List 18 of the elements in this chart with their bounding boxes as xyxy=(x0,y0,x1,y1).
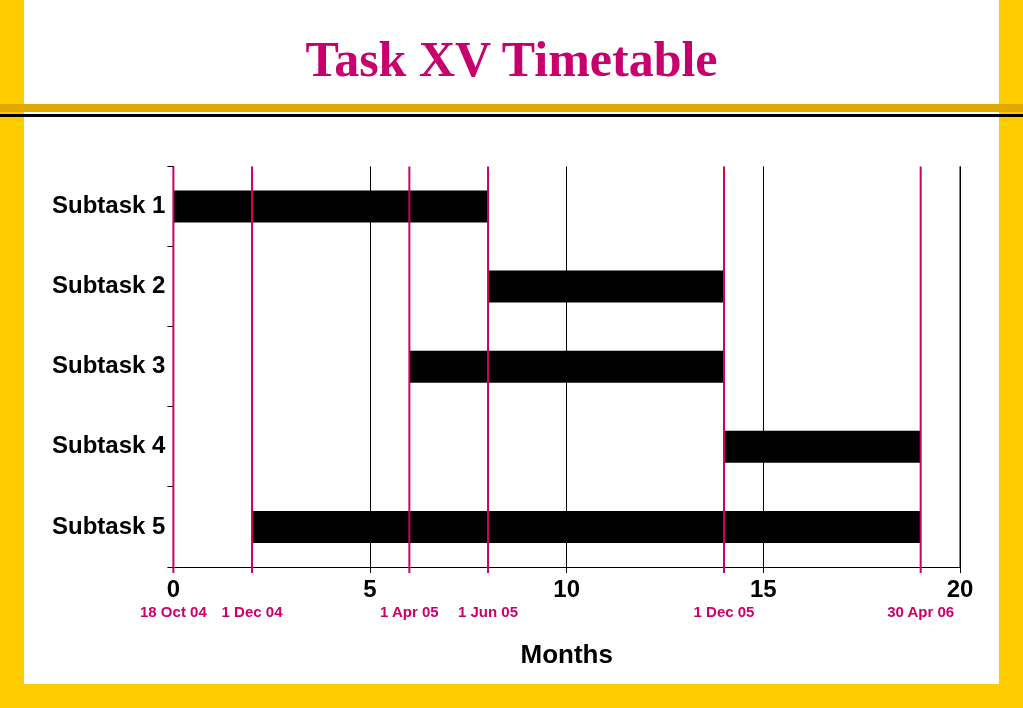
x-tick-label: 10 xyxy=(553,575,581,603)
y-tick-label: Subtask 5 xyxy=(51,511,166,539)
ref-line-label: 1 Apr 05 xyxy=(380,603,439,621)
x-tick-label: 20 xyxy=(946,575,974,603)
ref-line-label: 1 Dec 04 xyxy=(221,603,284,621)
y-tick-label: Subtask 3 xyxy=(51,351,166,379)
ref-line-label: 30 Apr 06 xyxy=(887,603,955,621)
x-tick-label: 0 xyxy=(166,575,181,603)
ref-line-label: 18 Oct 04 xyxy=(140,603,208,621)
ref-line-label: 1 Dec 05 xyxy=(693,603,755,621)
ref-line-label: 1 Jun 05 xyxy=(458,603,519,621)
x-tick-label: 5 xyxy=(363,575,377,603)
y-tick-label: Subtask 4 xyxy=(51,431,167,459)
x-tick-label: 15 xyxy=(749,575,777,603)
y-tick-label: Subtask 2 xyxy=(51,271,166,299)
x-axis-title: Months xyxy=(520,638,613,669)
chart-title: Task XV Timetable xyxy=(304,30,719,88)
y-tick-label: Subtask 1 xyxy=(51,191,166,219)
